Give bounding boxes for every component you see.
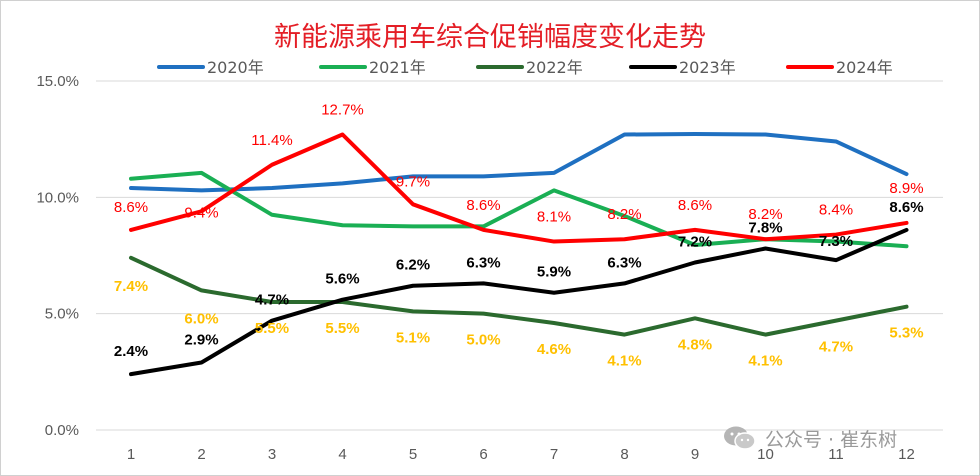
- data-label: 8.9%: [889, 180, 923, 197]
- data-label: 5.6%: [325, 271, 359, 288]
- data-label: 5.0%: [466, 332, 500, 349]
- wechat-icon: [723, 425, 757, 451]
- data-label: 7.2%: [678, 233, 712, 250]
- data-label: 4.8%: [678, 336, 712, 353]
- data-label: 5.5%: [325, 320, 359, 337]
- data-label: 8.2%: [607, 206, 641, 223]
- x-tick-label: 9: [691, 446, 699, 463]
- legend-label: 2024年: [836, 58, 893, 77]
- data-label: 8.2%: [748, 206, 782, 223]
- data-label: 7.3%: [819, 233, 853, 250]
- legend-label: 2022年: [526, 58, 583, 77]
- data-label: 11.4%: [251, 132, 292, 149]
- data-label: 8.4%: [819, 202, 853, 219]
- data-label: 4.6%: [537, 341, 571, 358]
- x-tick-label: 11: [828, 446, 844, 463]
- y-tick-label: 15.0%: [36, 73, 79, 90]
- data-label: 4.7%: [819, 339, 853, 356]
- x-tick-label: 5: [409, 446, 417, 463]
- y-tick-label: 10.0%: [36, 189, 79, 206]
- legend-label: 2020年: [207, 58, 264, 77]
- data-label: 7.4%: [114, 278, 148, 295]
- data-label: 2.9%: [184, 332, 218, 349]
- legend-label: 2023年: [679, 58, 736, 77]
- data-label: 9.4%: [184, 204, 218, 221]
- series-line: [129, 255, 909, 337]
- data-label: 6.0%: [184, 310, 218, 327]
- data-label: 6.3%: [466, 254, 500, 271]
- y-tick-label: 0.0%: [45, 422, 79, 439]
- data-label: 5.5%: [255, 320, 289, 337]
- x-tick-label: 8: [620, 446, 628, 463]
- x-tick-label: 1: [127, 446, 135, 463]
- data-label: 4.1%: [607, 353, 641, 370]
- data-label: 5.9%: [537, 264, 571, 281]
- series-line: [129, 227, 909, 377]
- data-label: 6.3%: [607, 254, 641, 271]
- x-tick-label: 2: [197, 446, 205, 463]
- data-label: 12.7%: [321, 102, 364, 119]
- x-tick-label: 4: [338, 446, 346, 463]
- data-label: 2.4%: [114, 343, 148, 360]
- data-label: 4.7%: [255, 292, 289, 309]
- watermark: 公众号 · 崔东树: [723, 423, 897, 453]
- data-label: 8.6%: [889, 199, 923, 216]
- data-label: 4.1%: [748, 353, 782, 370]
- x-tick-label: 10: [757, 446, 774, 463]
- data-label: 8.6%: [114, 199, 148, 216]
- x-tick-label: 6: [479, 446, 487, 463]
- series-line: [129, 132, 909, 193]
- x-tick-label: 3: [268, 446, 276, 463]
- chart-title: 新能源乘用车综合促销幅度变化走势: [274, 22, 706, 53]
- x-tick-label: 7: [550, 446, 558, 463]
- data-label: 7.8%: [748, 220, 782, 237]
- data-label: 5.1%: [396, 329, 430, 346]
- data-label: 8.6%: [466, 197, 500, 214]
- watermark-text: 公众号 · 崔东树: [765, 428, 898, 451]
- data-label: 5.3%: [889, 325, 923, 342]
- x-tick-label: 12: [898, 446, 915, 463]
- data-label: 9.7%: [396, 173, 430, 190]
- legend-label: 2021年: [369, 58, 426, 77]
- series-line: [129, 132, 909, 244]
- data-label: 6.2%: [396, 257, 430, 274]
- y-tick-label: 5.0%: [45, 306, 79, 323]
- data-label: 8.1%: [537, 209, 571, 226]
- data-label: 8.6%: [678, 197, 712, 214]
